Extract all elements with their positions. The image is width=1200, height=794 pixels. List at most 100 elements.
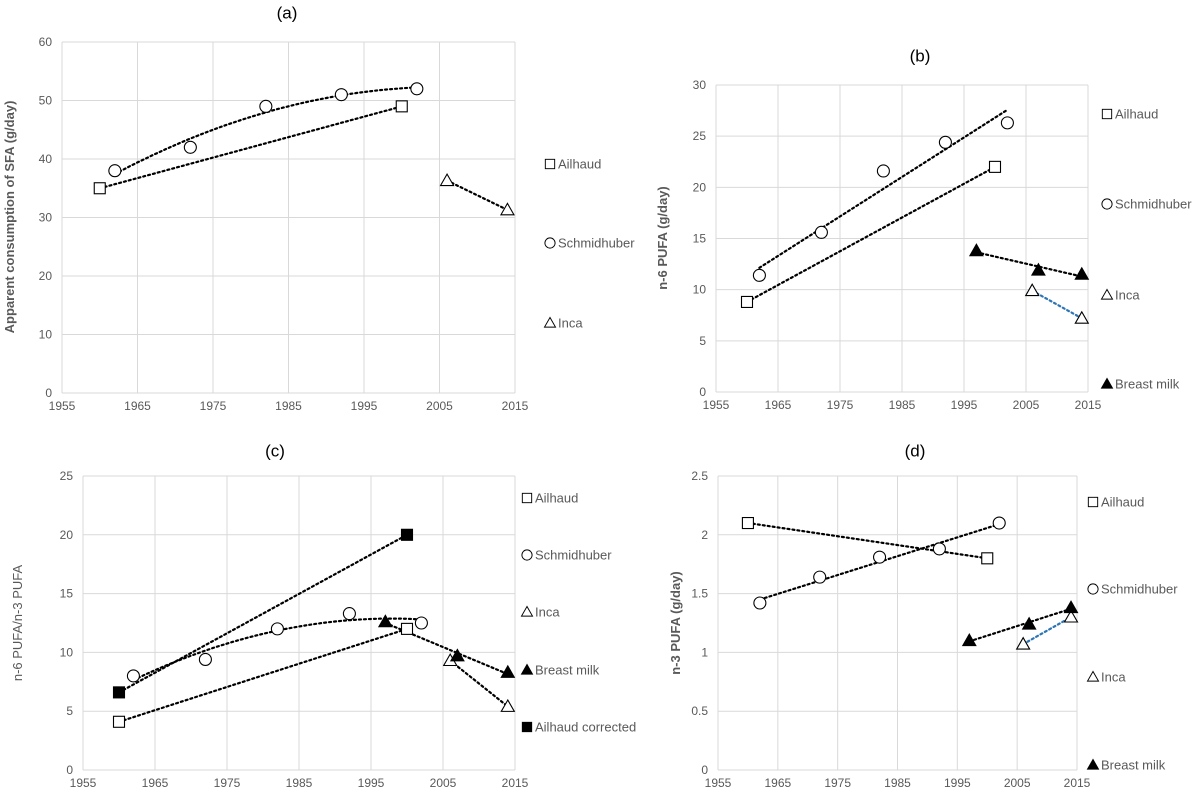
point-inca [1024, 283, 1040, 297]
point-schmidhuber [198, 652, 212, 667]
y-axis-title: n-6 PUFA/n-3 PUFA [10, 565, 25, 682]
legend-item-ailhaud: Ailhaud [1087, 495, 1144, 510]
y-tick-label: 0 [45, 386, 52, 400]
y-axis-title: n-6 PUFA (g/day) [655, 186, 670, 290]
point-schmidhuber [126, 669, 140, 683]
x-tick-label: 1995 [951, 398, 978, 412]
legend-label: Schmidhuber [558, 236, 635, 251]
x-tick-label: 1955 [705, 776, 732, 790]
x-tick-label: 1975 [827, 398, 854, 412]
legend-marker-schmidhuber [544, 237, 556, 249]
legend-label: Breast milk [1101, 758, 1166, 773]
point-ailhaud [740, 295, 754, 308]
x-tick-labels: 1955 1965 1975 1985 1995 2005 2015 [49, 399, 529, 413]
point-breast-milk [1063, 600, 1079, 614]
data-points [740, 116, 1090, 324]
legend-marker-schmidhuber [521, 549, 533, 561]
data-points [93, 82, 515, 216]
panel-label: (c) [265, 441, 285, 460]
x-tick-label: 1955 [70, 776, 97, 790]
y-tick-label: 5 [66, 704, 73, 718]
x-tick-label: 1985 [286, 776, 313, 790]
y-tick-label: 20 [60, 528, 74, 542]
legend-marker-inca [543, 316, 557, 328]
legend-marker-schmidhuber [1101, 198, 1113, 210]
legend-label: Ailhaud [1115, 107, 1158, 122]
y-tick-label: 60 [39, 35, 53, 49]
x-tick-label: 2015 [502, 776, 529, 790]
legend-label: Inca [1101, 670, 1126, 685]
x-tick-label: 1955 [703, 398, 730, 412]
y-tick-label: 0 [699, 385, 706, 399]
legend-marker-breast-milk [1100, 377, 1114, 389]
x-tick-label: 1965 [765, 398, 792, 412]
x-tick-labels: 1955 1965 1975 1985 1995 2005 2015 [705, 776, 1091, 790]
legend-marker-ailhaud-corrected [521, 721, 533, 733]
x-tick-label: 1975 [824, 776, 851, 790]
point-schmidhuber [334, 88, 348, 102]
legend-item-ailhaud: Ailhaud [544, 157, 601, 172]
x-tick-label: 2015 [1064, 776, 1091, 790]
legend-marker-inca [520, 605, 534, 617]
point-breast-milk [1030, 262, 1046, 276]
point-schmidhuber [752, 268, 766, 282]
legend-item-schmidhuber: Schmidhuber [521, 548, 612, 563]
point-breast-milk [1074, 266, 1090, 280]
point-inca [500, 698, 516, 712]
panel-label: (d) [905, 441, 926, 460]
legend-item-inca: Inca [520, 605, 560, 620]
legend-marker-ailhaud [1101, 108, 1113, 120]
legend-item-breast-milk: Breast milk [1086, 758, 1166, 773]
data-points [741, 516, 1079, 650]
x-tick-label: 1995 [358, 776, 385, 790]
x-tick-label: 1975 [214, 776, 241, 790]
y-tick-label: 2.5 [691, 469, 708, 483]
point-inca [500, 202, 515, 216]
point-schmidhuber [992, 516, 1006, 530]
legend-label: Ailhaud [558, 157, 601, 172]
x-tick-label: 1965 [764, 776, 791, 790]
point-breast-milk [1021, 616, 1037, 630]
point-schmidhuber [414, 616, 428, 630]
point-inca [1074, 310, 1090, 324]
y-tick-labels: 0 0.5 1 1.5 2 2.5 [691, 469, 708, 777]
legend: Ailhaud Schmidhuber Inca Breast milk [1100, 107, 1192, 392]
trendline-breast-milk [975, 251, 1083, 278]
y-tick-labels: 0 10 20 30 40 50 60 [39, 35, 53, 400]
point-breast-milk [377, 614, 393, 628]
point-breast-milk [968, 243, 984, 257]
point-schmidhuber [410, 82, 424, 96]
y-tick-label: 50 [39, 94, 53, 108]
x-tick-label: 1965 [124, 399, 151, 413]
legend-label: Ailhaud [535, 491, 578, 506]
x-tick-label: 1985 [889, 398, 916, 412]
x-tick-label: 2005 [426, 399, 453, 413]
y-axis-title: Apparent consumption of SFA (g/day) [2, 101, 17, 334]
point-schmidhuber [814, 225, 828, 239]
trendline-ailhaud [117, 627, 409, 723]
x-tick-labels: 1955 1965 1975 1985 1995 2005 2015 [703, 398, 1102, 412]
y-tick-label: 25 [693, 129, 707, 143]
trendline-inca [1031, 289, 1083, 320]
legend-item-schmidhuber: Schmidhuber [1101, 197, 1192, 212]
legend-label: Inca [558, 316, 583, 331]
trendlines [745, 108, 1083, 320]
point-schmidhuber [259, 99, 273, 113]
trendline-breast-milk [968, 607, 1073, 643]
legend-marker-breast-milk [520, 663, 534, 675]
data-points [112, 528, 516, 728]
legend-label: Breast milk [1115, 377, 1180, 392]
x-tick-label: 1985 [884, 776, 911, 790]
point-ailhaud [741, 516, 754, 530]
legend: Ailhaud Schmidhuber Inca Breast milk Ailhaud… [520, 491, 636, 735]
trendline-inca [449, 659, 509, 708]
legend-marker-inca [1100, 288, 1114, 300]
x-tick-label: 1955 [49, 399, 76, 413]
trendline-ailhaud [98, 105, 403, 190]
legend-label: Inca [1115, 288, 1140, 303]
y-tick-label: 10 [693, 283, 707, 297]
y-tick-label: 0 [66, 763, 73, 777]
x-tick-label: 1995 [944, 776, 971, 790]
x-tick-label: 1995 [351, 399, 378, 413]
y-tick-label: 5 [699, 334, 706, 348]
